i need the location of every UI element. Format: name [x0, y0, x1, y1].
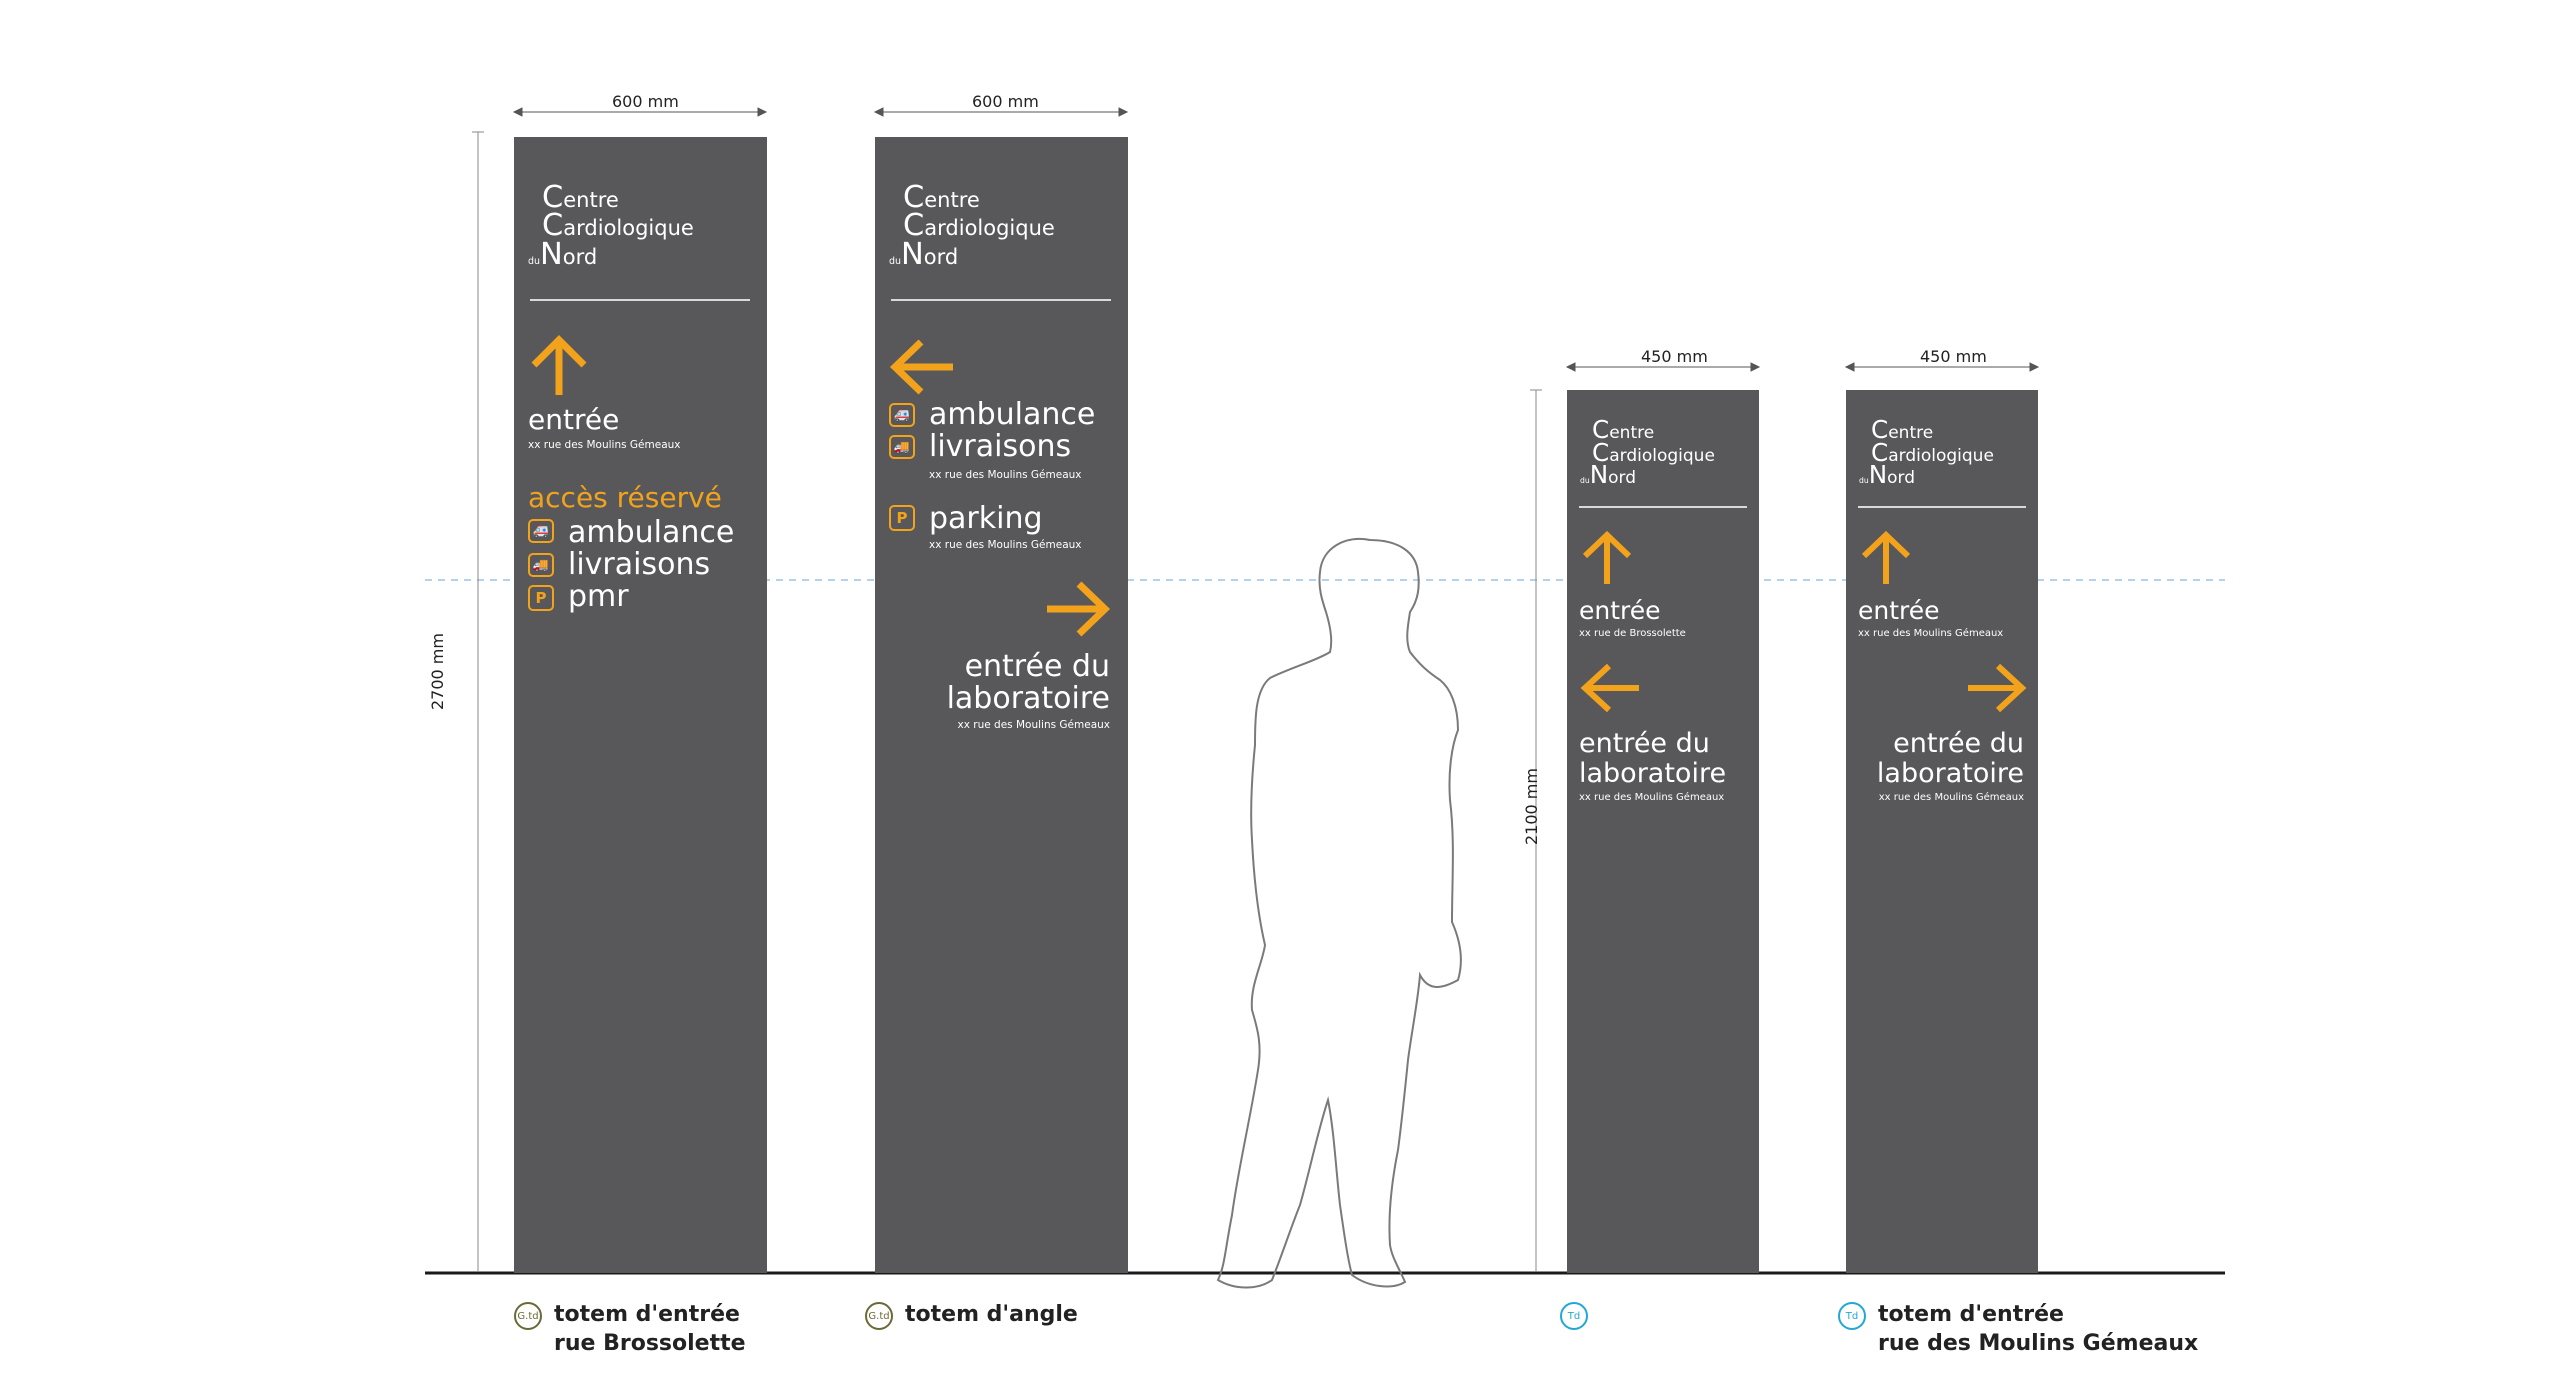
entree-label: entrée — [1579, 596, 1661, 625]
caption-totem4: totem d'entrée rue des Moulins Gémeaux — [1878, 1302, 2199, 1356]
ambulance-label: ambulance — [568, 515, 735, 550]
arrow-left-icon — [1580, 663, 1639, 713]
totem-td-brossolette: Centre Cardiologique duNord entrée xx ru… — [1567, 390, 1759, 1273]
truck-icon: 🚚 — [889, 435, 915, 459]
ambulance-icon: 🚑 — [528, 519, 554, 543]
arrow-up-icon — [531, 335, 587, 395]
arrow-right-icon — [1968, 663, 2027, 713]
labo-address: xx rue des Moulins Gémeaux — [957, 719, 1111, 731]
width-label-totem4: 450 mm — [1920, 347, 1987, 366]
acces-reserve-label: accès réservé — [528, 481, 722, 514]
entree-address: xx rue des Moulins Gémeaux — [1858, 628, 2004, 639]
td-badge: Td — [1838, 1302, 1866, 1330]
gtd-badge: G.td — [865, 1302, 893, 1330]
divider — [530, 299, 750, 301]
height-label-2100: 2100 mm — [1522, 768, 1541, 845]
logo: Centre Cardiologique duNord — [889, 180, 1055, 272]
parking-address: xx rue des Moulins Gémeaux — [929, 539, 1082, 551]
logo: Centre Cardiologique duNord — [528, 180, 694, 272]
caption-totem1: totem d'entrée rue Brossolette — [554, 1302, 746, 1356]
person-silhouette — [1216, 537, 1462, 1289]
divider — [891, 299, 1111, 301]
parking-icon: P — [889, 505, 915, 531]
td-badge: Td — [1560, 1302, 1588, 1330]
arrow-up-icon — [1861, 530, 1911, 584]
labo-label-line2: laboratoire — [1579, 758, 1727, 789]
labo-address: xx rue des Moulins Gémeaux — [1878, 792, 2024, 803]
arrow-right-icon — [1047, 581, 1111, 637]
logo: Centre Cardiologique duNord — [1859, 415, 1994, 490]
gtd-badge: G.td — [514, 1302, 542, 1330]
totem-entree-brossolette: Centre Cardiologique duNord entrée xx ru… — [514, 137, 767, 1273]
labo-address: xx rue des Moulins Gémeaux — [1579, 792, 1725, 803]
caption-totem2: totem d'angle — [905, 1302, 1078, 1327]
entree-address: xx rue des Moulins Gémeaux — [528, 439, 681, 451]
height-label-2700: 2700 mm — [428, 633, 447, 710]
divider — [1858, 506, 2026, 508]
truck-icon: 🚚 — [528, 553, 554, 577]
width-label-totem2: 600 mm — [972, 92, 1039, 111]
entree-label: entrée — [528, 403, 620, 436]
labo-label-line2: laboratoire — [946, 681, 1110, 716]
entree-address: xx rue de Brossolette — [1579, 628, 1686, 639]
labo-label-line1: entrée du — [1893, 728, 2024, 759]
parking-label: parking — [929, 501, 1043, 536]
livraisons-address: xx rue des Moulins Gémeaux — [929, 469, 1082, 481]
livraisons-label: livraisons — [929, 429, 1072, 464]
labo-label-line1: entrée du — [964, 649, 1110, 684]
pmr-label: pmr — [568, 579, 629, 614]
totem-angle: Centre Cardiologique duNord 🚑 ambulance … — [875, 137, 1128, 1273]
entree-label: entrée — [1858, 596, 1940, 625]
width-dimension-lines — [512, 107, 2040, 372]
arrow-left-icon — [889, 339, 953, 395]
width-label-totem3: 450 mm — [1641, 347, 1708, 366]
logo: Centre Cardiologique duNord — [1580, 415, 1715, 490]
livraisons-label: livraisons — [568, 547, 711, 582]
width-label-totem1: 600 mm — [612, 92, 679, 111]
totem-entree-moulins: Centre Cardiologique duNord entrée xx ru… — [1846, 390, 2038, 1273]
arrow-up-icon — [1582, 530, 1632, 584]
labo-label-line1: entrée du — [1579, 728, 1710, 759]
ambulance-label: ambulance — [929, 397, 1096, 432]
labo-label-line2: laboratoire — [1876, 758, 2024, 789]
pmr-parking-icon: P — [528, 585, 554, 611]
ambulance-icon: 🚑 — [889, 403, 915, 427]
divider — [1579, 506, 1747, 508]
